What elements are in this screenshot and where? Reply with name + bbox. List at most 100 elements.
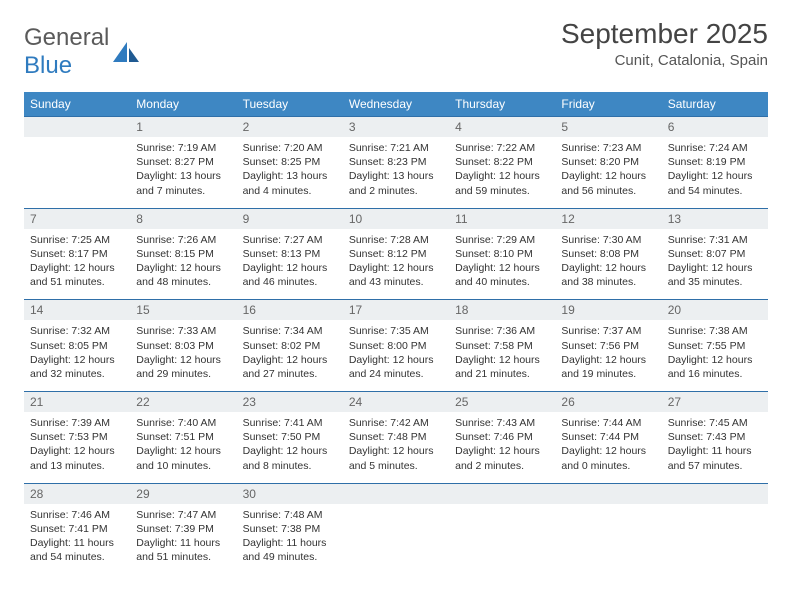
day-cell: 19Sunrise: 7:37 AMSunset: 7:56 PMDayligh… xyxy=(555,300,661,392)
sunrise-line: Sunrise: 7:47 AM xyxy=(136,508,230,522)
day-body-empty xyxy=(24,137,130,187)
day-body: Sunrise: 7:44 AMSunset: 7:44 PMDaylight:… xyxy=(555,412,661,483)
sunrise-line: Sunrise: 7:34 AM xyxy=(243,324,337,338)
day-number: 10 xyxy=(343,209,449,229)
day-number: 21 xyxy=(24,392,130,412)
day-body: Sunrise: 7:33 AMSunset: 8:03 PMDaylight:… xyxy=(130,320,236,391)
sunrise-line: Sunrise: 7:25 AM xyxy=(30,233,124,247)
day-number: 25 xyxy=(449,392,555,412)
day-cell: 22Sunrise: 7:40 AMSunset: 7:51 PMDayligh… xyxy=(130,392,236,484)
sunrise-line: Sunrise: 7:35 AM xyxy=(349,324,443,338)
day-body: Sunrise: 7:47 AMSunset: 7:39 PMDaylight:… xyxy=(130,504,236,575)
day-number: 18 xyxy=(449,300,555,320)
day-cell: 29Sunrise: 7:47 AMSunset: 7:39 PMDayligh… xyxy=(130,483,236,574)
week-row: 14Sunrise: 7:32 AMSunset: 8:05 PMDayligh… xyxy=(24,300,768,392)
sunrise-line: Sunrise: 7:30 AM xyxy=(561,233,655,247)
sunrise-line: Sunrise: 7:48 AM xyxy=(243,508,337,522)
sunrise-line: Sunrise: 7:24 AM xyxy=(668,141,762,155)
sunset-line: Sunset: 7:56 PM xyxy=(561,339,655,353)
day-body: Sunrise: 7:42 AMSunset: 7:48 PMDaylight:… xyxy=(343,412,449,483)
sunset-line: Sunset: 7:58 PM xyxy=(455,339,549,353)
logo-word-blue: Blue xyxy=(24,52,72,79)
daylight-line: Daylight: 12 hours and 16 minutes. xyxy=(668,353,762,381)
daylight-line: Daylight: 12 hours and 24 minutes. xyxy=(349,353,443,381)
day-number: 6 xyxy=(662,117,768,137)
daylight-line: Daylight: 11 hours and 49 minutes. xyxy=(243,536,337,564)
sunset-line: Sunset: 8:12 PM xyxy=(349,247,443,261)
day-cell: 23Sunrise: 7:41 AMSunset: 7:50 PMDayligh… xyxy=(237,392,343,484)
sunrise-line: Sunrise: 7:27 AM xyxy=(243,233,337,247)
sunset-line: Sunset: 8:23 PM xyxy=(349,155,443,169)
day-number: 20 xyxy=(662,300,768,320)
day-body: Sunrise: 7:46 AMSunset: 7:41 PMDaylight:… xyxy=(24,504,130,575)
day-cell xyxy=(343,483,449,574)
daylight-line: Daylight: 13 hours and 4 minutes. xyxy=(243,169,337,197)
daylight-line: Daylight: 12 hours and 2 minutes. xyxy=(455,444,549,472)
sunset-line: Sunset: 8:05 PM xyxy=(30,339,124,353)
day-header-monday: Monday xyxy=(130,92,236,117)
day-number: 17 xyxy=(343,300,449,320)
title-block: September 2025 Cunit, Catalonia, Spain xyxy=(561,18,768,69)
daylight-line: Daylight: 13 hours and 7 minutes. xyxy=(136,169,230,197)
day-body: Sunrise: 7:20 AMSunset: 8:25 PMDaylight:… xyxy=(237,137,343,208)
sunrise-line: Sunrise: 7:46 AM xyxy=(30,508,124,522)
day-header-saturday: Saturday xyxy=(662,92,768,117)
week-row: 21Sunrise: 7:39 AMSunset: 7:53 PMDayligh… xyxy=(24,392,768,484)
day-cell: 8Sunrise: 7:26 AMSunset: 8:15 PMDaylight… xyxy=(130,208,236,300)
day-number: 23 xyxy=(237,392,343,412)
day-cell xyxy=(555,483,661,574)
daylight-line: Daylight: 12 hours and 35 minutes. xyxy=(668,261,762,289)
day-number: 9 xyxy=(237,209,343,229)
daylight-line: Daylight: 11 hours and 54 minutes. xyxy=(30,536,124,564)
day-body: Sunrise: 7:21 AMSunset: 8:23 PMDaylight:… xyxy=(343,137,449,208)
sunset-line: Sunset: 7:39 PM xyxy=(136,522,230,536)
sunset-line: Sunset: 7:38 PM xyxy=(243,522,337,536)
day-number: 3 xyxy=(343,117,449,137)
daylight-line: Daylight: 12 hours and 51 minutes. xyxy=(30,261,124,289)
day-cell: 28Sunrise: 7:46 AMSunset: 7:41 PMDayligh… xyxy=(24,483,130,574)
day-body: Sunrise: 7:25 AMSunset: 8:17 PMDaylight:… xyxy=(24,229,130,300)
day-body: Sunrise: 7:28 AMSunset: 8:12 PMDaylight:… xyxy=(343,229,449,300)
daylight-line: Daylight: 12 hours and 5 minutes. xyxy=(349,444,443,472)
daylight-line: Daylight: 13 hours and 2 minutes. xyxy=(349,169,443,197)
daylight-line: Daylight: 12 hours and 48 minutes. xyxy=(136,261,230,289)
day-number: 11 xyxy=(449,209,555,229)
day-number: 4 xyxy=(449,117,555,137)
daylight-line: Daylight: 12 hours and 56 minutes. xyxy=(561,169,655,197)
day-body-empty xyxy=(662,504,768,554)
day-cell: 7Sunrise: 7:25 AMSunset: 8:17 PMDaylight… xyxy=(24,208,130,300)
daylight-line: Daylight: 12 hours and 54 minutes. xyxy=(668,169,762,197)
sunrise-line: Sunrise: 7:44 AM xyxy=(561,416,655,430)
sunset-line: Sunset: 8:02 PM xyxy=(243,339,337,353)
daylight-line: Daylight: 12 hours and 38 minutes. xyxy=(561,261,655,289)
day-cell: 14Sunrise: 7:32 AMSunset: 8:05 PMDayligh… xyxy=(24,300,130,392)
day-cell: 17Sunrise: 7:35 AMSunset: 8:00 PMDayligh… xyxy=(343,300,449,392)
day-number: 27 xyxy=(662,392,768,412)
daylight-line: Daylight: 12 hours and 43 minutes. xyxy=(349,261,443,289)
day-cell: 3Sunrise: 7:21 AMSunset: 8:23 PMDaylight… xyxy=(343,117,449,209)
sunrise-line: Sunrise: 7:45 AM xyxy=(668,416,762,430)
day-cell: 16Sunrise: 7:34 AMSunset: 8:02 PMDayligh… xyxy=(237,300,343,392)
day-body: Sunrise: 7:27 AMSunset: 8:13 PMDaylight:… xyxy=(237,229,343,300)
day-number: 2 xyxy=(237,117,343,137)
sunrise-line: Sunrise: 7:28 AM xyxy=(349,233,443,247)
day-cell: 13Sunrise: 7:31 AMSunset: 8:07 PMDayligh… xyxy=(662,208,768,300)
day-number-empty xyxy=(24,117,130,137)
day-number: 15 xyxy=(130,300,236,320)
day-cell xyxy=(449,483,555,574)
sunrise-line: Sunrise: 7:38 AM xyxy=(668,324,762,338)
day-header-row: SundayMondayTuesdayWednesdayThursdayFrid… xyxy=(24,92,768,117)
sunset-line: Sunset: 7:48 PM xyxy=(349,430,443,444)
day-number: 16 xyxy=(237,300,343,320)
sunset-line: Sunset: 8:20 PM xyxy=(561,155,655,169)
day-body: Sunrise: 7:37 AMSunset: 7:56 PMDaylight:… xyxy=(555,320,661,391)
day-cell: 27Sunrise: 7:45 AMSunset: 7:43 PMDayligh… xyxy=(662,392,768,484)
sunset-line: Sunset: 8:13 PM xyxy=(243,247,337,261)
day-body: Sunrise: 7:24 AMSunset: 8:19 PMDaylight:… xyxy=(662,137,768,208)
daylight-line: Daylight: 12 hours and 19 minutes. xyxy=(561,353,655,381)
day-body: Sunrise: 7:48 AMSunset: 7:38 PMDaylight:… xyxy=(237,504,343,575)
sunset-line: Sunset: 7:55 PM xyxy=(668,339,762,353)
day-cell: 25Sunrise: 7:43 AMSunset: 7:46 PMDayligh… xyxy=(449,392,555,484)
day-cell: 12Sunrise: 7:30 AMSunset: 8:08 PMDayligh… xyxy=(555,208,661,300)
day-cell: 30Sunrise: 7:48 AMSunset: 7:38 PMDayligh… xyxy=(237,483,343,574)
